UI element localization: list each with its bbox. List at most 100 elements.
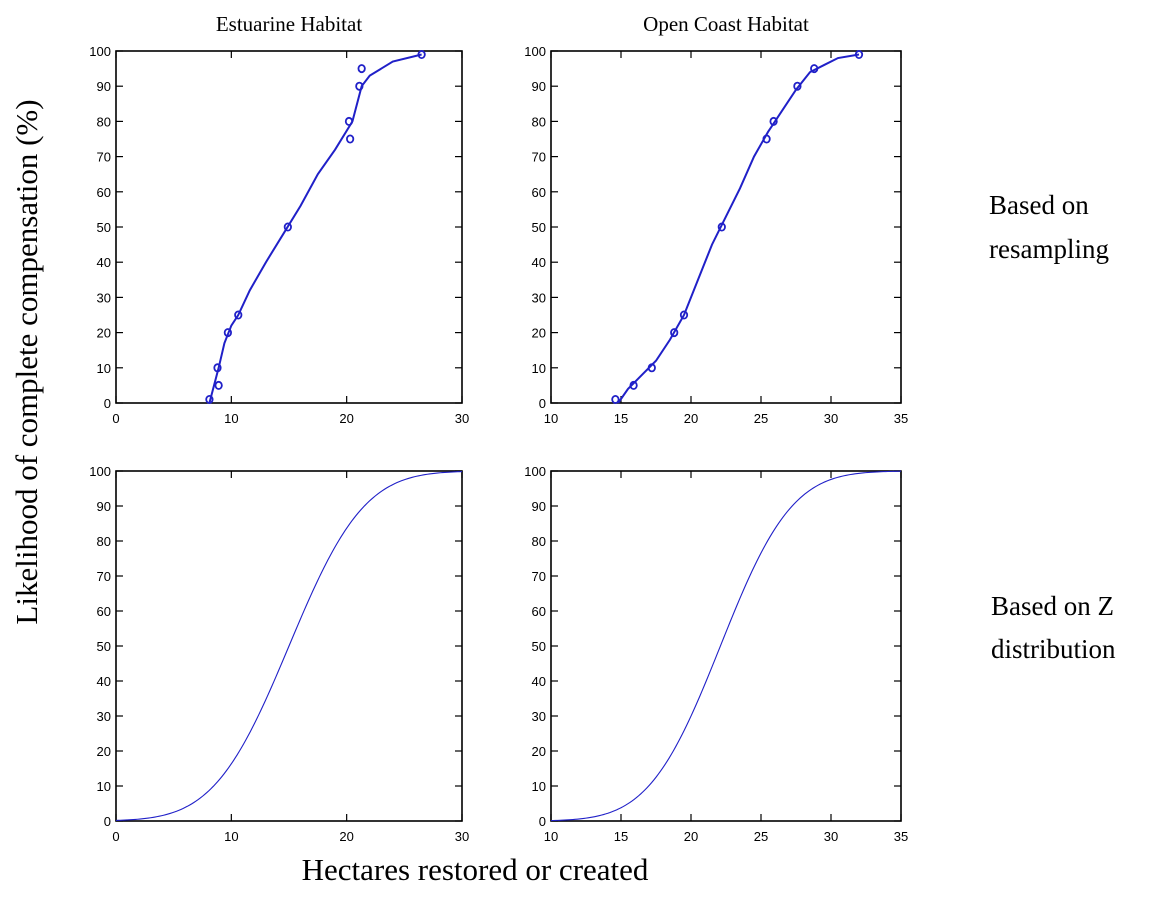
y-tick-label: 50	[97, 639, 111, 654]
x-tick-label: 10	[544, 829, 558, 844]
x-tick-label: 35	[894, 411, 908, 426]
y-tick-label: 20	[97, 744, 111, 759]
y-tick-label: 90	[97, 79, 111, 94]
plot-frame	[115, 50, 463, 404]
y-tick-label: 30	[97, 290, 111, 305]
data-point-marker	[213, 363, 222, 373]
y-tick-label: 70	[532, 569, 546, 584]
data-point-marker	[357, 64, 366, 74]
y-tick-label: 60	[97, 185, 111, 200]
y-tick-label: 100	[524, 464, 546, 479]
data-point-marker	[810, 64, 819, 74]
data-point-marker	[670, 328, 679, 338]
y-tick-label: 50	[532, 639, 546, 654]
column-title-open-coast: Open Coast Habitat	[643, 12, 809, 36]
y-tick-label: 0	[539, 814, 546, 829]
x-tick-label: 30	[455, 411, 469, 426]
fitted-curve	[208, 53, 422, 404]
data-point-marker	[223, 328, 232, 338]
x-tick-label: 20	[684, 411, 698, 426]
y-tick-label: 50	[97, 220, 111, 235]
y-tick-label: 100	[89, 464, 111, 479]
data-point-marker	[214, 380, 223, 390]
y-tick-label: 90	[532, 79, 546, 94]
y-tick-label: 0	[539, 396, 546, 411]
data-point-marker	[205, 394, 214, 404]
y-tick-label: 30	[532, 709, 546, 724]
x-tick-label: 30	[824, 829, 838, 844]
row-label-z-line2: distribution	[991, 634, 1116, 664]
y-tick-label: 90	[97, 499, 111, 514]
y-tick-label: 60	[532, 604, 546, 619]
y-tick-label: 80	[97, 534, 111, 549]
y-tick-label: 100	[89, 44, 111, 59]
data-point-marker	[283, 222, 292, 232]
y-tick-label: 50	[532, 220, 546, 235]
y-tick-label: 70	[532, 150, 546, 165]
y-tick-label: 10	[532, 779, 546, 794]
x-tick-label: 0	[112, 411, 119, 426]
x-tick-label: 25	[754, 829, 768, 844]
y-tick-label: 80	[532, 534, 546, 549]
y-tick-label: 70	[97, 569, 111, 584]
data-point-marker	[611, 394, 620, 404]
row-label-resampling-line1: Based on	[989, 190, 1089, 220]
data-point-marker	[762, 134, 771, 144]
plot-frame	[550, 470, 902, 822]
y-tick-label: 30	[97, 709, 111, 724]
x-tick-label: 20	[339, 829, 353, 844]
x-tick-label: 10	[544, 411, 558, 426]
data-point-marker	[355, 81, 364, 91]
data-point-marker	[679, 310, 689, 320]
y-tick-label: 100	[524, 44, 546, 59]
cdf-curve	[550, 470, 902, 822]
y-tick-label: 70	[97, 150, 111, 165]
y-tick-label: 20	[532, 326, 546, 341]
x-axis-label: Hectares restored or created	[302, 852, 649, 887]
x-tick-label: 25	[754, 411, 768, 426]
column-title-estuarine: Estuarine Habitat	[216, 12, 363, 36]
y-tick-label: 20	[97, 326, 111, 341]
y-tick-label: 20	[532, 744, 546, 759]
y-tick-label: 80	[532, 114, 546, 129]
plot-frame	[550, 50, 902, 404]
x-tick-label: 15	[614, 411, 628, 426]
data-point-marker	[346, 134, 355, 144]
data-point-marker	[769, 116, 778, 126]
y-tick-label: 10	[97, 779, 111, 794]
x-tick-label: 20	[339, 411, 353, 426]
row-label-resampling-line2: resampling	[989, 234, 1109, 264]
row-label-z-line1: Based on Z	[991, 591, 1114, 621]
y-tick-label: 10	[532, 361, 546, 376]
x-tick-label: 20	[684, 829, 698, 844]
y-tick-label: 80	[97, 114, 111, 129]
x-tick-label: 35	[894, 829, 908, 844]
y-tick-label: 40	[97, 255, 111, 270]
x-tick-label: 30	[455, 829, 469, 844]
y-tick-label: 60	[97, 604, 111, 619]
data-point-marker	[629, 380, 638, 390]
fitted-curve	[617, 53, 860, 404]
y-tick-label: 90	[532, 499, 546, 514]
x-tick-label: 10	[224, 829, 238, 844]
y-tick-label: 0	[104, 396, 111, 411]
y-tick-label: 0	[104, 814, 111, 829]
y-axis-label: Likelihood of complete compensation (%)	[9, 99, 44, 624]
data-point-marker	[717, 222, 726, 232]
x-tick-label: 15	[614, 829, 628, 844]
data-point-marker	[344, 116, 354, 126]
data-point-marker	[647, 363, 656, 373]
panel-estuarine-resampling: 0 10 20 30 0 10 20 30 40 50 60 70 80 90 100	[89, 44, 469, 426]
y-tick-label: 10	[97, 361, 111, 376]
y-tick-label: 40	[97, 674, 111, 689]
y-tick-label: 60	[532, 185, 546, 200]
data-point-marker	[793, 81, 802, 91]
y-tick-label: 40	[532, 674, 546, 689]
x-tick-label: 10	[224, 411, 238, 426]
y-tick-label: 30	[532, 290, 546, 305]
x-tick-label: 30	[824, 411, 838, 426]
y-tick-label: 40	[532, 255, 546, 270]
